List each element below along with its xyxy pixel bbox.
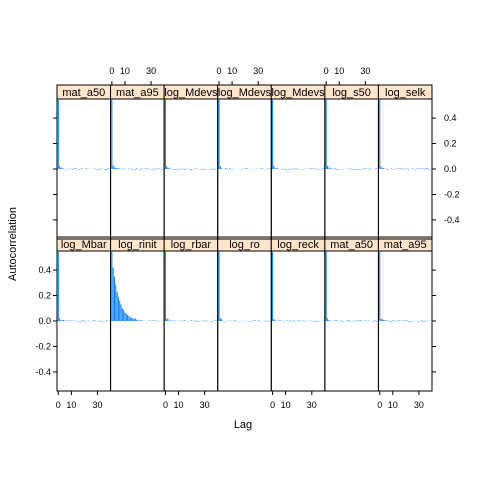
panel-mat_a95: mat_a95 bbox=[110, 84, 165, 240]
panel-strip-label: mat_a95 bbox=[116, 87, 159, 99]
acf-bars bbox=[164, 251, 219, 322]
acf-bars bbox=[218, 99, 272, 170]
x-tick-label: 30 bbox=[92, 400, 102, 410]
panel-strip-label: log_reck bbox=[277, 239, 319, 251]
y-tick-label-right: 0.0 bbox=[444, 164, 457, 174]
x-tick-label: 0 bbox=[109, 66, 114, 76]
y-tick-label-left: 0.2 bbox=[38, 291, 51, 301]
panel-strip-label: log_s50 bbox=[332, 87, 371, 99]
x-tick-label: 10 bbox=[334, 66, 344, 76]
x-tick-label: 10 bbox=[388, 400, 398, 410]
panel-strip-label: log_Mdevs bbox=[164, 87, 218, 99]
panel-log_Mdevs: log_Mdevs bbox=[270, 84, 326, 240]
acf-bars bbox=[111, 99, 165, 170]
x-tick-label: 30 bbox=[146, 66, 156, 76]
y-tick-label-left: 0.4 bbox=[38, 265, 51, 275]
panel-log_rinit: log_rinit bbox=[110, 236, 165, 392]
x-tick-label: 10 bbox=[66, 400, 76, 410]
y-tick-label-right: -0.2 bbox=[444, 189, 460, 199]
x-tick-label: 0 bbox=[217, 66, 222, 76]
y-tick-label-right: 0.2 bbox=[444, 139, 457, 149]
acf-bars bbox=[272, 251, 326, 322]
panel-strip-label: mat_a50 bbox=[330, 239, 373, 251]
panel-strip-label: log_Mbar bbox=[61, 239, 107, 251]
y-tick-label-right: -0.4 bbox=[444, 215, 460, 225]
panel-mat_a95: mat_a95 bbox=[377, 236, 433, 392]
x-axis-label: Lag bbox=[234, 419, 252, 431]
panel-strip-label: log_rbar bbox=[171, 239, 212, 251]
x-tick-label: 0 bbox=[56, 400, 61, 410]
panels-layer: log_Mbar log_rinit log_rbar log_ro log_reck m… bbox=[56, 84, 433, 392]
x-tick-label: 10 bbox=[281, 400, 291, 410]
panel-strip-label: log_ro bbox=[229, 239, 260, 251]
panel-log_s50: log_s50 bbox=[324, 84, 379, 240]
panel-log_Mbar: log_Mbar bbox=[56, 236, 112, 392]
x-tick-label: 0 bbox=[377, 400, 382, 410]
acf-bars bbox=[57, 99, 112, 170]
x-tick-label: 0 bbox=[163, 400, 168, 410]
acf-bars bbox=[164, 99, 219, 170]
panel-mat_a50: mat_a50 bbox=[324, 236, 379, 392]
x-tick-label: 10 bbox=[120, 66, 130, 76]
y-axis-label: Autocorrelation bbox=[7, 207, 19, 281]
y-tick-label-left: -0.2 bbox=[35, 341, 51, 351]
acf-bars bbox=[218, 251, 272, 322]
x-tick-label: 0 bbox=[270, 400, 275, 410]
x-tick-label: 30 bbox=[414, 400, 424, 410]
x-tick-label: 30 bbox=[253, 66, 263, 76]
panel-strip-label: mat_a50 bbox=[62, 87, 105, 99]
panel-log_selk: log_selk bbox=[377, 84, 433, 240]
y-tick-label-left: 0.0 bbox=[38, 316, 51, 326]
axes-layer: 0 10 30 0 10 30 0 10 30 0 10 30 0 10 30 0 10 30 0 10 30 -0.4 -… bbox=[35, 66, 459, 410]
panel-strip-label: log_Mdevs bbox=[271, 87, 325, 99]
panel-log_rbar: log_rbar bbox=[163, 236, 219, 392]
acf-bars bbox=[379, 99, 433, 170]
y-tick-label-left: -0.4 bbox=[35, 367, 51, 377]
x-tick-label: 10 bbox=[227, 66, 237, 76]
panel-log_reck: log_reck bbox=[270, 236, 326, 392]
acf-bars bbox=[325, 251, 379, 322]
y-tick-label-right: 0.4 bbox=[444, 113, 457, 123]
x-tick-label: 10 bbox=[174, 400, 184, 410]
acf-bars bbox=[325, 99, 379, 170]
panel-log_Mdevs: log_Mdevs bbox=[217, 84, 272, 240]
acf-bars bbox=[379, 251, 433, 322]
panel-strip-label: log_rinit bbox=[118, 239, 157, 251]
panel-log_ro: log_ro bbox=[217, 236, 272, 392]
x-tick-label: 30 bbox=[360, 66, 370, 76]
panel-mat_a50: mat_a50 bbox=[56, 84, 112, 240]
panel-log_Mdevs: log_Mdevs bbox=[163, 84, 219, 240]
x-tick-label: 30 bbox=[200, 400, 210, 410]
panel-strip-label: mat_a95 bbox=[384, 239, 427, 251]
x-tick-label: 0 bbox=[324, 66, 329, 76]
panel-strip-label: log_selk bbox=[385, 87, 426, 99]
acf-bars bbox=[272, 99, 326, 170]
acf-bars bbox=[111, 251, 165, 322]
acf-bars bbox=[57, 251, 112, 322]
panel-strip-label: log_Mdevs bbox=[218, 87, 272, 99]
x-tick-label: 30 bbox=[307, 400, 317, 410]
